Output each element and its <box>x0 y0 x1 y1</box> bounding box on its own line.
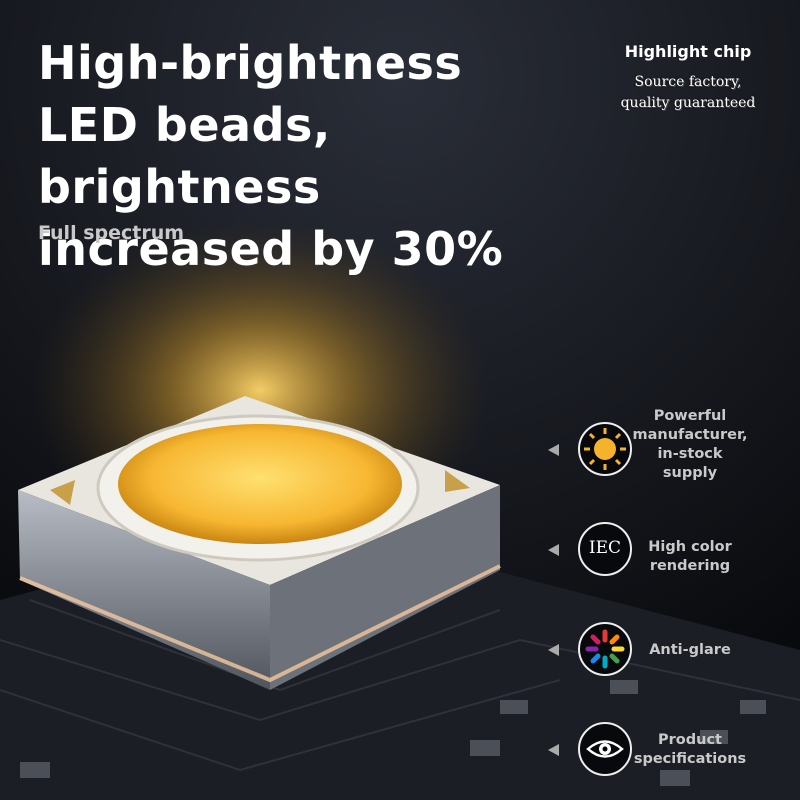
badge-title: Highlight chip <box>624 42 752 61</box>
feature-label: Anti-glare <box>649 642 731 658</box>
feature-label: Powerful manufacturer, in-stock supply <box>632 408 748 481</box>
arrow <box>548 444 559 456</box>
arrow <box>548 644 559 656</box>
eye-art <box>586 740 624 758</box>
arrow <box>548 744 559 756</box>
eye-icon <box>578 722 632 776</box>
arrow <box>548 544 559 556</box>
feature-label: Product specifications <box>633 732 747 767</box>
iec-icon: IEC <box>578 522 632 576</box>
subheading: Full spectrum <box>38 222 185 244</box>
headline: High-brightness LED beads, brightness in… <box>38 36 504 276</box>
color-wheel-icon <box>578 622 632 676</box>
feature-label: High color rendering <box>648 539 732 574</box>
badge-text: Source factory, quality guaranteed <box>620 74 756 111</box>
wheel-art <box>585 629 625 669</box>
sun-icon <box>578 422 632 476</box>
sun-art <box>584 428 626 470</box>
